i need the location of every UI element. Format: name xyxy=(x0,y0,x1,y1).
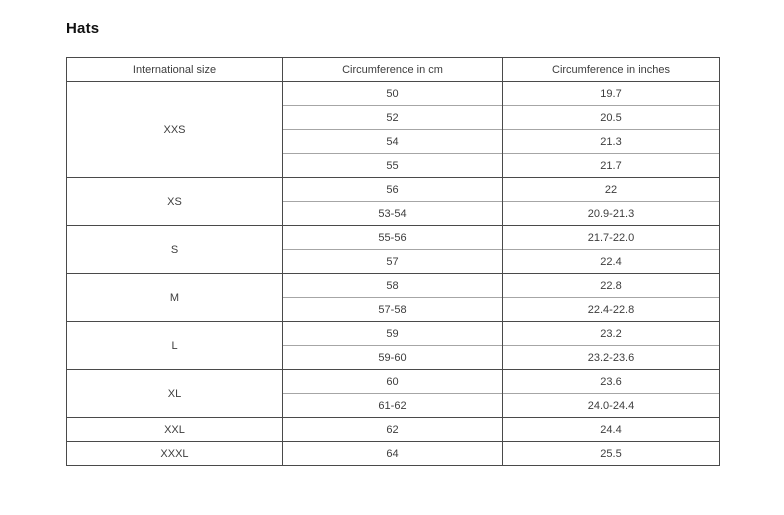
table-row: XL 60 23.6 xyxy=(66,369,720,418)
size-cell: XL xyxy=(66,369,283,418)
table-row: 52 20.5 xyxy=(67,105,720,130)
inches-cell: 20.9-21.3 xyxy=(502,201,720,226)
table-row: S 55-56 21.7-22.0 xyxy=(66,225,720,274)
cm-cell: 56 xyxy=(282,177,503,202)
table-row: 59-60 23.2-23.6 xyxy=(67,345,720,370)
size-cell: XXS xyxy=(66,81,283,178)
col-header-international-size: International size xyxy=(66,57,283,82)
table-row: XXL 62 24.4 xyxy=(66,417,720,442)
size-cell: XXL xyxy=(66,417,283,442)
inches-cell: 21.7-22.0 xyxy=(502,225,720,250)
inches-cell: 23.2 xyxy=(502,321,720,346)
cm-cell: 58 xyxy=(282,273,503,298)
inches-cell: 19.7 xyxy=(502,81,720,106)
cm-cell: 53-54 xyxy=(282,201,503,226)
size-cell: L xyxy=(66,321,283,370)
table-row: L 59 23.2 xyxy=(66,321,720,370)
inches-cell: 22.8 xyxy=(502,273,720,298)
table-row: 57 22.4 xyxy=(67,249,720,274)
inches-cell: 22.4 xyxy=(502,249,720,274)
size-cell: XS xyxy=(66,177,283,226)
inches-cell: 22 xyxy=(502,177,720,202)
cm-cell: 61-62 xyxy=(282,393,503,418)
table-row: 54 21.3 xyxy=(67,129,720,154)
inches-cell: 21.7 xyxy=(502,153,720,178)
cm-cell: 55 xyxy=(282,153,503,178)
table-row: XS 56 22 xyxy=(66,177,720,226)
table-row: M 58 22.8 xyxy=(66,273,720,322)
page-title: Hats xyxy=(66,20,100,37)
col-header-circumference-inches: Circumference in inches xyxy=(502,57,720,82)
inches-cell: 25.5 xyxy=(502,441,720,466)
hats-size-table: International size Circumference in cm C… xyxy=(66,57,720,466)
col-header-circumference-cm: Circumference in cm xyxy=(282,57,503,82)
cm-cell: 60 xyxy=(282,369,503,394)
inches-cell: 24.4 xyxy=(502,417,720,442)
inches-cell: 24.0-24.4 xyxy=(502,393,720,418)
cm-cell: 52 xyxy=(282,105,503,130)
table-row: 57-58 22.4-22.8 xyxy=(67,297,720,322)
cm-cell: 64 xyxy=(282,441,503,466)
cm-cell: 59 xyxy=(282,321,503,346)
cm-cell: 59-60 xyxy=(282,345,503,370)
inches-cell: 22.4-22.8 xyxy=(502,297,720,322)
table-row: XXXL 64 25.5 xyxy=(66,441,720,466)
size-cell: M xyxy=(66,273,283,322)
cm-cell: 55-56 xyxy=(282,225,503,250)
table-body: XXS 50 19.7 52 20.5 54 21.3 55 21.7 XS 56 22 53-54 20… xyxy=(66,81,720,466)
inches-cell: 23.2-23.6 xyxy=(502,345,720,370)
inches-cell: 21.3 xyxy=(502,129,720,154)
header-row: International size Circumference in cm C… xyxy=(66,57,720,82)
table-row: XXS 50 19.7 xyxy=(66,81,720,178)
table-row: 53-54 20.9-21.3 xyxy=(67,201,720,226)
size-cell: XXXL xyxy=(66,441,283,466)
inches-cell: 23.6 xyxy=(502,369,720,394)
table-row: 55 21.7 xyxy=(67,153,720,178)
cm-cell: 57-58 xyxy=(282,297,503,322)
size-cell: S xyxy=(66,225,283,274)
table-row: 61-62 24.0-24.4 xyxy=(67,393,720,418)
inches-cell: 20.5 xyxy=(502,105,720,130)
cm-cell: 54 xyxy=(282,129,503,154)
cm-cell: 62 xyxy=(282,417,503,442)
cm-cell: 50 xyxy=(282,81,503,106)
cm-cell: 57 xyxy=(282,249,503,274)
